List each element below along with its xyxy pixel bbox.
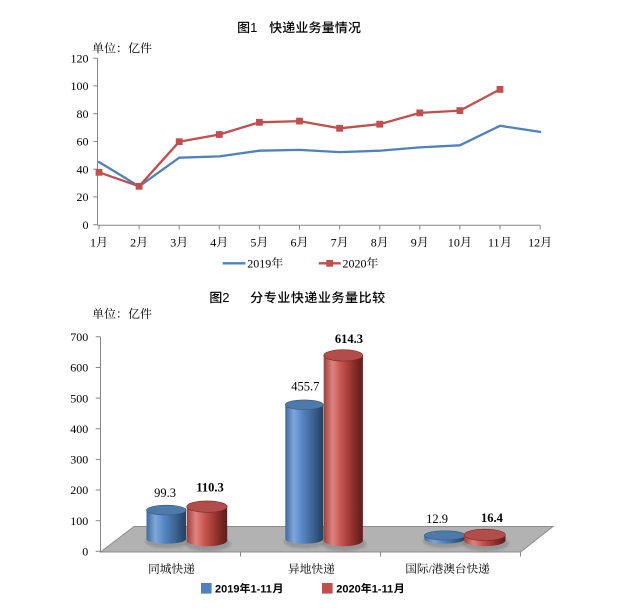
svg-text:2020: 2020	[336, 583, 360, 595]
svg-text:1: 1	[250, 20, 257, 35]
svg-text:40: 40	[77, 162, 89, 176]
svg-text:99.3: 99.3	[154, 486, 176, 500]
svg-text:/: /	[429, 563, 433, 576]
svg-text:8: 8	[371, 235, 377, 249]
svg-text:600: 600	[70, 361, 88, 375]
svg-text:110.3: 110.3	[196, 481, 223, 495]
svg-text:16.4: 16.4	[481, 511, 504, 525]
svg-text:0: 0	[83, 218, 89, 232]
svg-text:100: 100	[71, 79, 89, 93]
svg-text:614.3: 614.3	[335, 332, 363, 346]
svg-text:2: 2	[222, 290, 229, 305]
svg-text:12: 12	[528, 235, 540, 249]
svg-text:1-11: 1-11	[251, 583, 272, 595]
svg-text:12.9: 12.9	[426, 512, 448, 526]
svg-text:11: 11	[488, 235, 500, 249]
svg-text:10: 10	[448, 235, 460, 249]
svg-text:200: 200	[70, 483, 88, 497]
svg-text:2019: 2019	[215, 583, 239, 595]
svg-text:700: 700	[70, 330, 88, 344]
svg-text:120: 120	[71, 51, 89, 65]
svg-text:5: 5	[250, 235, 256, 249]
svg-text:60: 60	[77, 135, 89, 149]
svg-text:4: 4	[210, 235, 216, 249]
svg-text:3: 3	[170, 235, 176, 249]
svg-text:400: 400	[70, 422, 88, 436]
svg-text:2: 2	[130, 235, 136, 249]
svg-text:20: 20	[77, 190, 89, 204]
svg-text:100: 100	[70, 514, 88, 528]
svg-text:2020: 2020	[343, 256, 367, 270]
svg-text:80: 80	[77, 107, 89, 121]
svg-text:500: 500	[70, 391, 88, 405]
svg-text:0: 0	[82, 545, 88, 559]
svg-text:455.7: 455.7	[291, 380, 319, 394]
svg-text:300: 300	[70, 453, 88, 467]
svg-text:1-11: 1-11	[372, 583, 393, 595]
svg-text:2019: 2019	[247, 256, 271, 270]
svg-text:1: 1	[90, 235, 96, 249]
svg-text:6: 6	[291, 235, 297, 249]
svg-text:9: 9	[411, 235, 417, 249]
svg-text:7: 7	[331, 235, 337, 249]
